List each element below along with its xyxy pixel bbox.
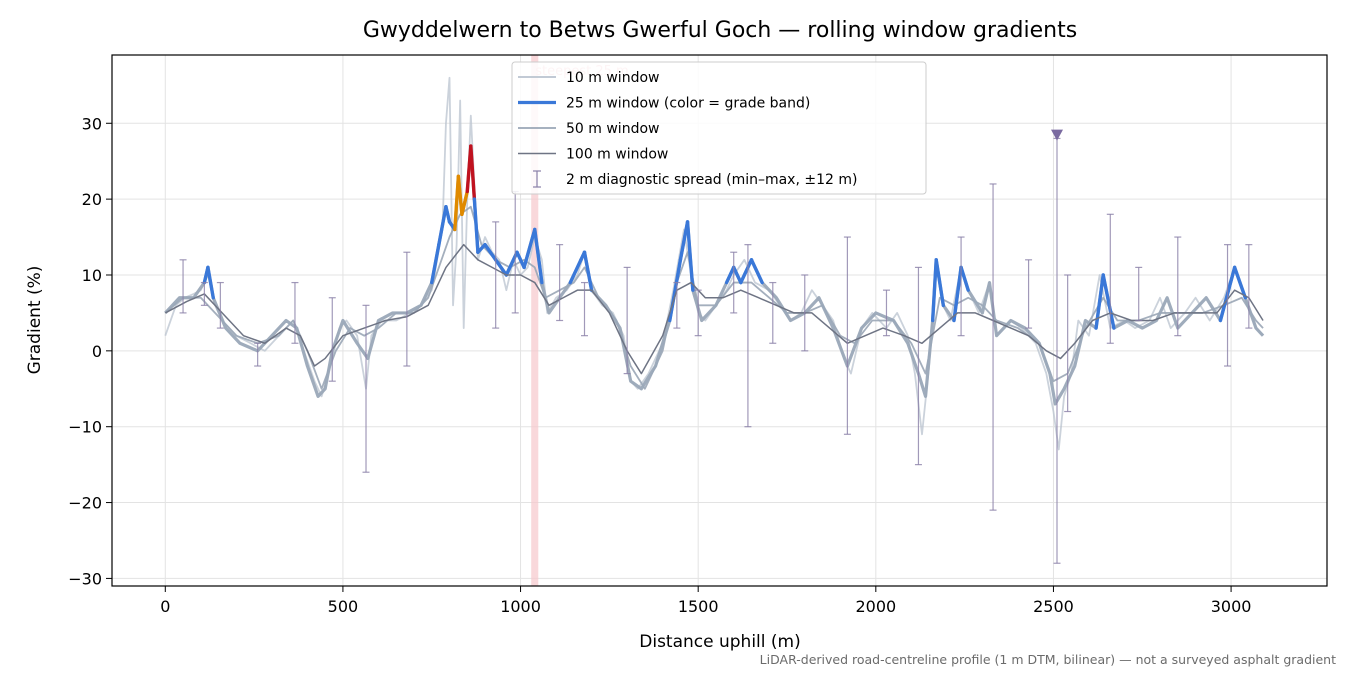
series-25m-segment [1101,273,1116,330]
x-axis-label: Distance uphill (m) [639,632,800,652]
plot-frame [111,54,1328,587]
legend-label: 50 m window [566,121,659,137]
legend: 10 m window 25 m window (color = grade ba… [511,61,927,195]
legend-label: 25 m window (color = grade band) [566,96,810,112]
series-25m-segment [739,258,754,285]
y-tick-label: 10 [82,266,102,285]
y-tick-label: 30 [82,114,102,133]
series-25m-segment [472,197,480,254]
y-tick-label: 20 [82,190,102,209]
legend-label: 10 m window [566,70,659,86]
series-25m-segment [685,220,695,292]
series-25m-segment [582,250,594,292]
series-25m-segment [1094,273,1105,330]
y-tick-label: 0 [92,342,102,361]
series-25m-segment [568,258,583,285]
footnote: LiDAR-derived road-centreline profile (1… [759,652,1336,667]
series-25m-segment [732,265,743,285]
y-axis-label: Gradient (%) [25,266,45,375]
chart-title: Gwyddelwern to Betws Gwerful Goch — roll… [362,18,1078,43]
x-tick-label: 3000 [1211,597,1252,616]
x-tick-label: 2000 [855,597,896,616]
x-tick-label: 1500 [678,597,719,616]
series-25m-segment [749,258,764,285]
marker-layer [1051,129,1063,141]
series-25m-segment [437,205,448,247]
y-tick-label: −10 [68,418,102,437]
series-25m-segment [934,258,946,308]
legend-label: 100 m window [566,147,668,163]
series-25m-segment [456,174,464,217]
legend-box [511,61,927,195]
series-25m-segment [930,258,938,323]
series-25m-segment [959,265,970,292]
series-25m-segment [522,227,537,270]
y-tick-label: −20 [68,494,102,513]
series-25m-segment [493,258,509,277]
marker-triangle [1051,129,1063,141]
series-25m-segment [444,205,452,224]
legend-label: 2 m diagnostic spread (min–max, ±12 m) [566,172,857,188]
x-tick-label: 500 [328,597,359,616]
series-25m-segment [668,258,683,323]
y-tick-label: −30 [68,569,102,588]
series-25m-segment [952,265,963,323]
ticks: 0 500 1000 1500 2000 2500 3000 −30 −20 −10 0 10 20 30 [68,114,1251,616]
series-25m-segment [724,265,736,285]
x-tick-label: 0 [160,597,170,616]
series-25m-segment [1232,265,1247,300]
series-25m-segment [483,242,498,262]
x-tick-label: 1000 [500,597,541,616]
x-tick-label: 2500 [1033,597,1074,616]
steepest-band-rect [531,55,539,586]
error-bars [179,137,1253,564]
series-25m-segment [515,250,526,270]
series-25m-segment [460,189,469,217]
series-25m-segment [469,144,477,201]
series-25m-segment [533,227,544,285]
series-25m-segment [430,242,441,285]
series-25m-segment [206,265,215,300]
